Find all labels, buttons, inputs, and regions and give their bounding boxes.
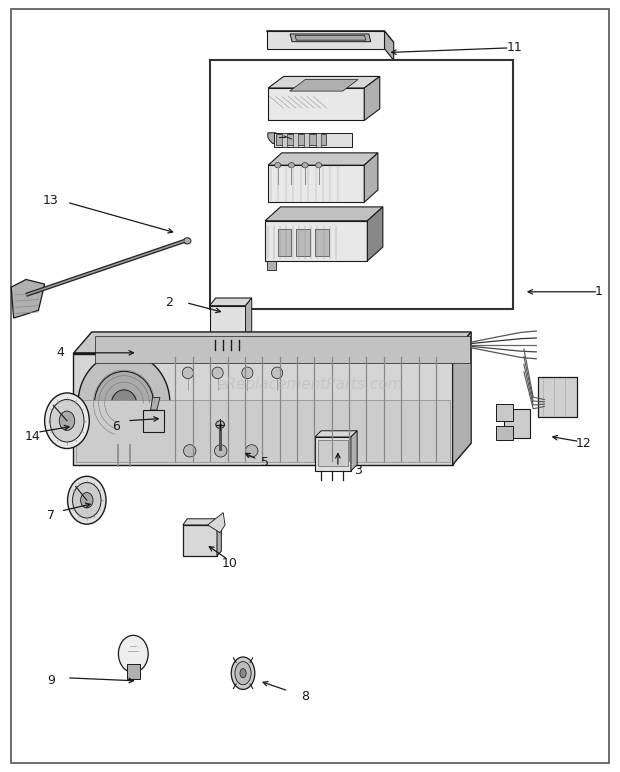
- Polygon shape: [268, 165, 365, 202]
- Polygon shape: [76, 400, 450, 462]
- Polygon shape: [268, 133, 278, 144]
- Polygon shape: [351, 431, 357, 471]
- Polygon shape: [73, 443, 471, 465]
- Bar: [293, 133, 298, 147]
- Ellipse shape: [81, 493, 93, 508]
- Ellipse shape: [45, 393, 89, 449]
- Ellipse shape: [184, 445, 196, 457]
- Ellipse shape: [293, 338, 302, 346]
- Text: 8: 8: [301, 690, 309, 703]
- Ellipse shape: [288, 162, 294, 168]
- Bar: [274, 133, 352, 147]
- Bar: [278, 229, 291, 256]
- Bar: [210, 60, 513, 309]
- Text: 12: 12: [576, 438, 592, 450]
- Ellipse shape: [112, 390, 136, 416]
- Ellipse shape: [216, 421, 224, 428]
- Polygon shape: [315, 431, 357, 437]
- Polygon shape: [265, 207, 383, 221]
- Polygon shape: [183, 525, 217, 556]
- Text: 5: 5: [262, 456, 269, 469]
- Polygon shape: [210, 298, 252, 306]
- Text: 6: 6: [113, 420, 120, 432]
- Text: 10: 10: [221, 557, 237, 570]
- Polygon shape: [95, 336, 470, 363]
- Polygon shape: [365, 153, 378, 202]
- Ellipse shape: [215, 445, 227, 457]
- Ellipse shape: [68, 476, 106, 524]
- Bar: [496, 404, 513, 421]
- Polygon shape: [315, 437, 351, 471]
- Text: 4: 4: [57, 347, 64, 359]
- Ellipse shape: [242, 367, 253, 378]
- Ellipse shape: [231, 657, 255, 689]
- Bar: [143, 410, 164, 432]
- Ellipse shape: [241, 338, 250, 346]
- Ellipse shape: [50, 400, 84, 442]
- Polygon shape: [384, 31, 394, 60]
- Bar: [210, 306, 246, 340]
- Ellipse shape: [188, 338, 198, 346]
- Ellipse shape: [267, 338, 276, 346]
- Ellipse shape: [275, 162, 281, 168]
- Polygon shape: [267, 31, 384, 49]
- Bar: [127, 664, 140, 679]
- Polygon shape: [365, 76, 379, 120]
- Ellipse shape: [182, 367, 193, 378]
- Polygon shape: [290, 80, 358, 91]
- Polygon shape: [268, 88, 365, 120]
- Ellipse shape: [272, 367, 283, 378]
- Polygon shape: [268, 153, 378, 165]
- Polygon shape: [11, 279, 45, 318]
- Polygon shape: [267, 261, 276, 270]
- Polygon shape: [453, 332, 471, 465]
- Ellipse shape: [235, 662, 251, 685]
- Polygon shape: [265, 221, 367, 261]
- Ellipse shape: [118, 635, 148, 672]
- Polygon shape: [151, 398, 160, 410]
- Polygon shape: [217, 519, 221, 556]
- Text: 3: 3: [355, 465, 362, 477]
- Ellipse shape: [316, 162, 322, 168]
- Bar: [496, 426, 513, 440]
- Polygon shape: [267, 31, 394, 42]
- Ellipse shape: [302, 162, 308, 168]
- Text: 9: 9: [47, 675, 55, 687]
- Bar: [316, 133, 321, 147]
- Bar: [315, 229, 329, 256]
- Text: 11: 11: [507, 42, 523, 54]
- Bar: [304, 133, 309, 147]
- Bar: [504, 409, 530, 438]
- Polygon shape: [73, 332, 471, 354]
- Ellipse shape: [94, 371, 153, 435]
- Polygon shape: [208, 513, 225, 533]
- Text: eReplacementParts.com: eReplacementParts.com: [216, 377, 404, 392]
- Ellipse shape: [184, 238, 191, 244]
- Text: 14: 14: [24, 430, 40, 442]
- Bar: [318, 440, 348, 466]
- Bar: [282, 133, 287, 147]
- Ellipse shape: [246, 445, 258, 457]
- Text: 1: 1: [595, 286, 602, 298]
- Polygon shape: [246, 298, 252, 340]
- Polygon shape: [73, 354, 453, 465]
- Polygon shape: [290, 34, 371, 42]
- Text: 13: 13: [43, 195, 59, 207]
- Ellipse shape: [78, 353, 170, 453]
- Text: 7: 7: [47, 510, 55, 522]
- Polygon shape: [268, 76, 379, 88]
- Polygon shape: [367, 207, 383, 261]
- Ellipse shape: [73, 482, 101, 518]
- Bar: [276, 134, 326, 145]
- Ellipse shape: [59, 411, 74, 430]
- Bar: [296, 229, 310, 256]
- Ellipse shape: [240, 669, 246, 678]
- Text: 2: 2: [165, 296, 172, 309]
- Bar: [538, 377, 577, 417]
- Ellipse shape: [212, 367, 223, 378]
- Ellipse shape: [215, 338, 224, 346]
- Polygon shape: [295, 36, 366, 40]
- Polygon shape: [183, 519, 221, 525]
